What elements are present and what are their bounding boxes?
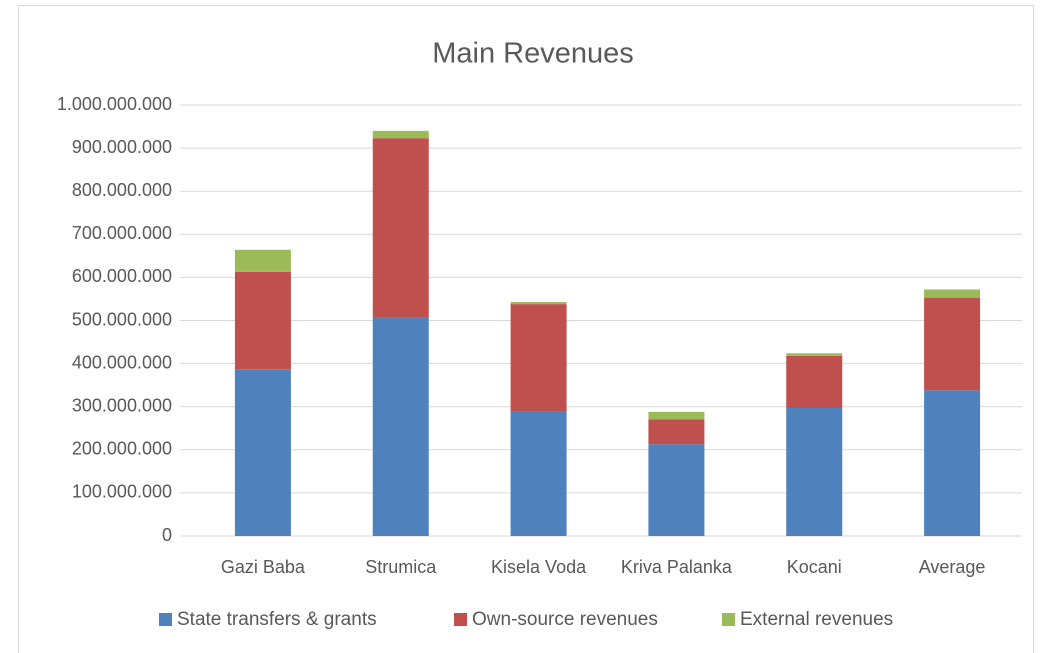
bar-segment (924, 297, 981, 391)
x-tick-label: Average (919, 557, 986, 577)
y-tick-label: 700.000.000 (72, 223, 172, 243)
bar-segment (924, 289, 981, 298)
chart-title: Main Revenues (432, 38, 634, 70)
y-tick-label: 800.000.000 (72, 180, 172, 200)
y-tick-label: 400.000.000 (72, 352, 172, 372)
bar-segment (510, 301, 567, 305)
legend-label: External revenues (740, 609, 893, 630)
bar-segment (648, 419, 705, 445)
bar-segment (234, 369, 291, 536)
y-tick-label: 200.000.000 (72, 439, 172, 459)
legend-swatch (722, 613, 735, 626)
bar-segment (234, 249, 291, 272)
bar-segment (786, 355, 843, 408)
x-tick-label: Strumica (365, 557, 437, 577)
bar-segment (372, 138, 429, 318)
legend-label: State transfers & grants (177, 609, 377, 630)
x-tick-label: Kocani (787, 557, 842, 577)
bar-segment (234, 271, 291, 370)
legend-label: Own-source revenues (472, 609, 658, 630)
bar-segment (648, 411, 705, 420)
y-tick-label: 600.000.000 (72, 266, 172, 286)
bar-segment (510, 304, 567, 412)
y-tick-label: 100.000.000 (72, 482, 172, 502)
x-tick-label: Gazi Baba (221, 557, 306, 577)
y-tick-label: 300.000.000 (72, 395, 172, 415)
bar-segment (786, 407, 843, 536)
y-tick-label: 0 (162, 525, 172, 545)
bar-segment (648, 444, 705, 536)
y-tick-label: 900.000.000 (72, 137, 172, 157)
bar-segment (924, 390, 981, 536)
legend-swatch (159, 613, 172, 626)
bar-segment (372, 317, 429, 536)
x-tick-label: Kisela Voda (491, 557, 587, 577)
bar-segment (510, 411, 567, 536)
legend-swatch (454, 613, 467, 626)
bar-segment (372, 130, 429, 139)
y-tick-label: 500.000.000 (72, 309, 172, 329)
y-tick-label: 1.000.000.000 (57, 94, 172, 114)
bar-segment (786, 353, 843, 356)
x-tick-label: Kriva Palanka (621, 557, 733, 577)
